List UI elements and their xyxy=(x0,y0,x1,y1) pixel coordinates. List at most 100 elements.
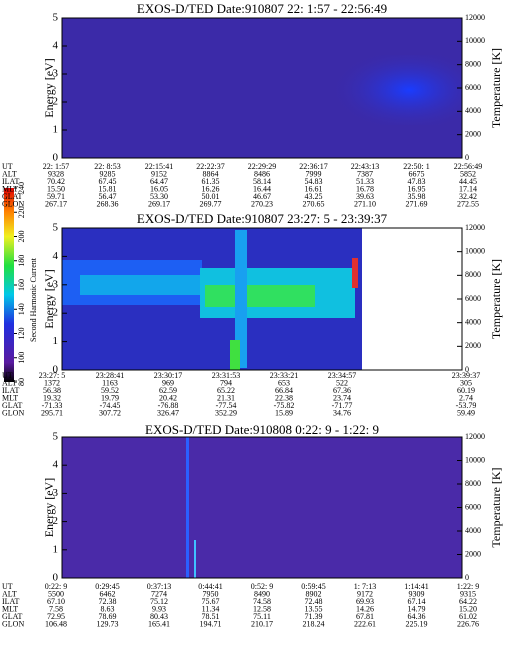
row-value: 70.42 xyxy=(47,177,65,186)
row-value: 58.14 xyxy=(253,177,271,186)
row-value: 268.36 xyxy=(97,199,119,208)
row-value: 8902 xyxy=(306,589,322,598)
row-value: 7387 xyxy=(357,169,373,178)
row-value: 62.59 xyxy=(159,386,177,395)
row-value: 22.38 xyxy=(275,393,293,402)
row-value: 14.26 xyxy=(356,604,374,613)
row-value: 194.71 xyxy=(200,619,222,628)
y-tick-label: 3 xyxy=(53,487,59,499)
row-value: 326.47 xyxy=(157,408,179,417)
row-label: UT xyxy=(2,582,13,591)
row-label: ILAT xyxy=(2,386,19,395)
chart-title: EXOS-D/TED Date:910807 23:27: 5 - 23:39:… xyxy=(137,211,388,226)
y-tick-label: 2 xyxy=(53,515,59,527)
row-value: 59.52 xyxy=(101,386,119,395)
row-value: -74.45 xyxy=(100,401,121,410)
row-value: 13.55 xyxy=(305,604,323,613)
y2-axis-label: Temperature [K] xyxy=(489,259,503,339)
row-value: 226.76 xyxy=(457,619,479,628)
row-value: 9152 xyxy=(151,169,167,178)
row-value: 74.58 xyxy=(253,597,271,606)
row-value: 210.17 xyxy=(251,619,273,628)
row-value: 51.33 xyxy=(356,177,374,186)
row-value: 12.58 xyxy=(253,604,271,613)
row-value: 72.38 xyxy=(99,597,117,606)
row-value: 0:29:45 xyxy=(95,582,119,591)
y-tick-label: 1 xyxy=(53,543,59,555)
y2-axis-label: Temperature [K] xyxy=(489,467,503,547)
y2-tick-label: 0 xyxy=(465,153,469,162)
row-value: 270.23 xyxy=(251,199,273,208)
row-label: GLON xyxy=(2,619,24,628)
row-label: UT xyxy=(2,371,13,380)
row-value: 61.35 xyxy=(202,177,220,186)
row-value: 6675 xyxy=(409,169,425,178)
row-value: 269.77 xyxy=(200,199,222,208)
y-tick-label: 5 xyxy=(53,12,59,24)
y2-tick-label: 6000 xyxy=(465,83,481,92)
y2-tick-label: 2000 xyxy=(465,341,481,350)
y2-tick-label: 8000 xyxy=(465,59,481,68)
colorbar-tick-label: 160 xyxy=(17,279,26,291)
colorbar-tick-label: 240 xyxy=(17,182,26,194)
y2-axis-label: Temperature [K] xyxy=(489,48,503,128)
y2-tick-label: 0 xyxy=(465,573,469,582)
row-value: 0:44:41 xyxy=(198,582,222,591)
row-value: 59.71 xyxy=(47,192,65,201)
row-value: 23:30:17 xyxy=(154,371,182,380)
row-value: 80.43 xyxy=(150,612,168,621)
row-value: 47.83 xyxy=(408,177,426,186)
row-value: 69.93 xyxy=(356,597,374,606)
row-value: 9315 xyxy=(460,589,476,598)
row-value: 8864 xyxy=(203,169,219,178)
y-tick-label: 4 xyxy=(53,250,59,262)
row-value: 307.72 xyxy=(99,408,121,417)
row-value: 53.30 xyxy=(150,192,168,201)
row-value: 270.65 xyxy=(303,199,325,208)
row-value: 7274 xyxy=(151,589,167,598)
row-value: 72.95 xyxy=(47,612,65,621)
row-value: 129.73 xyxy=(97,619,119,628)
row-value: 5500 xyxy=(48,589,64,598)
y-tick-label: 5 xyxy=(53,222,59,234)
colorbar-tick-label: 200 xyxy=(17,231,26,243)
y2-tick-label: 2000 xyxy=(465,129,481,138)
row-value: 11.34 xyxy=(202,604,220,613)
row-value: 22:43:13 xyxy=(351,162,379,171)
row-value: 66.84 xyxy=(275,386,293,395)
row-value: 22:36:17 xyxy=(299,162,327,171)
row-label: GLAT xyxy=(2,612,23,621)
y2-tick-label: 6000 xyxy=(465,502,481,511)
row-value: 9309 xyxy=(409,589,425,598)
row-value: 35.98 xyxy=(408,192,426,201)
y-tick-label: 0 xyxy=(53,364,59,376)
row-value: 272.55 xyxy=(457,199,479,208)
row-value: 267.17 xyxy=(45,199,67,208)
row-value: 60.19 xyxy=(457,386,475,395)
row-value: 22: 8:53 xyxy=(94,162,120,171)
colorbar-tick-label: 220 xyxy=(17,206,26,218)
row-value: 295.71 xyxy=(41,408,63,417)
row-label: ILAT xyxy=(2,177,19,186)
row-value: 1372 xyxy=(44,378,60,387)
row-value: 5852 xyxy=(460,169,476,178)
y2-tick-label: 4000 xyxy=(465,317,481,326)
row-value: 218.24 xyxy=(303,619,325,628)
y2-tick-label: 12000 xyxy=(465,13,485,22)
row-value: 8490 xyxy=(254,589,270,598)
row-value: 8.63 xyxy=(101,604,115,613)
colorbar-tick-label: 140 xyxy=(17,303,26,315)
spectrogram-2 xyxy=(62,228,462,370)
row-value: 22:56:49 xyxy=(454,162,482,171)
row-value: 16.44 xyxy=(253,184,271,193)
row-value: 16.05 xyxy=(150,184,168,193)
spectrogram-3 xyxy=(62,437,462,578)
row-value: 165.41 xyxy=(148,619,170,628)
y-axis-label: Energy [eV] xyxy=(42,478,56,537)
row-value: 7.58 xyxy=(49,604,63,613)
row-value: 64.47 xyxy=(150,177,168,186)
row-value: 271.69 xyxy=(406,199,428,208)
row-value: 15.50 xyxy=(47,184,65,193)
row-value: 0:37:13 xyxy=(147,582,171,591)
row-value: 54.83 xyxy=(305,177,323,186)
